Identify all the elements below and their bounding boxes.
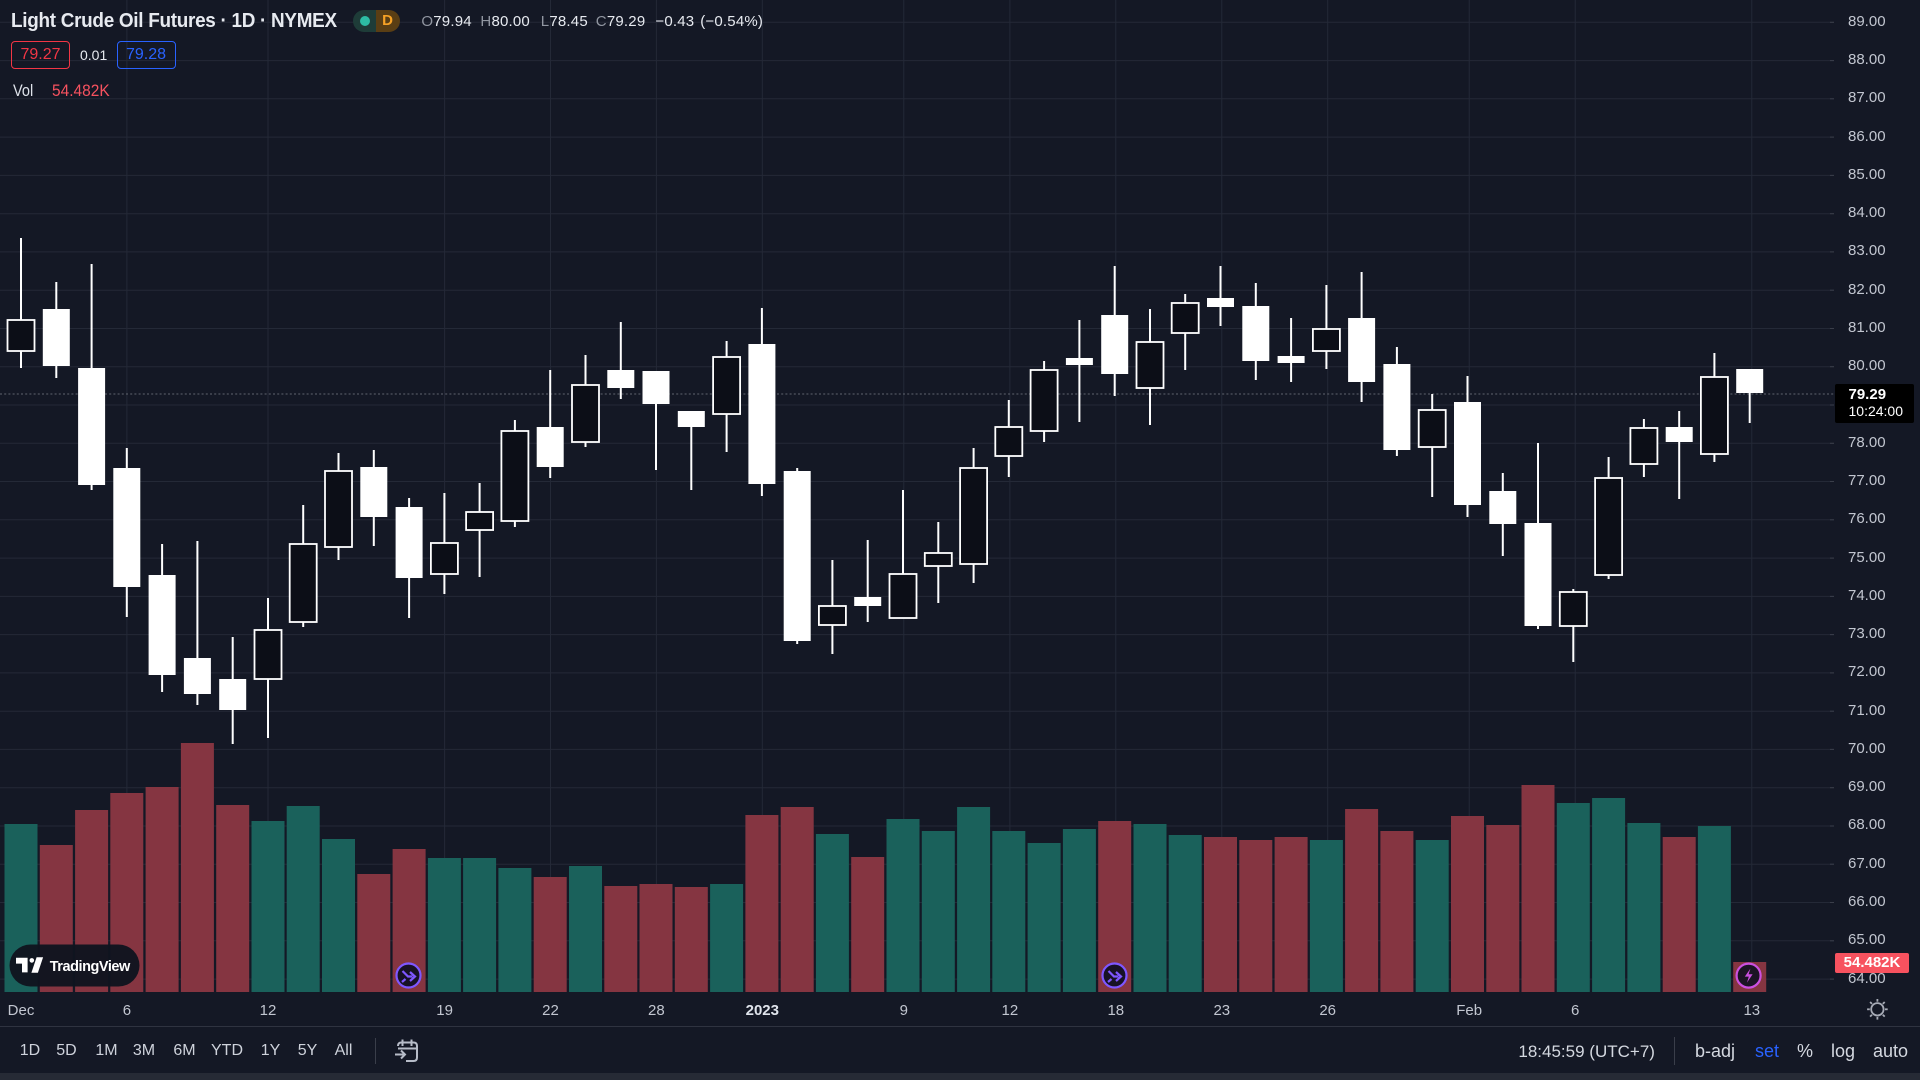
svg-text:TradingView: TradingView xyxy=(50,959,131,975)
